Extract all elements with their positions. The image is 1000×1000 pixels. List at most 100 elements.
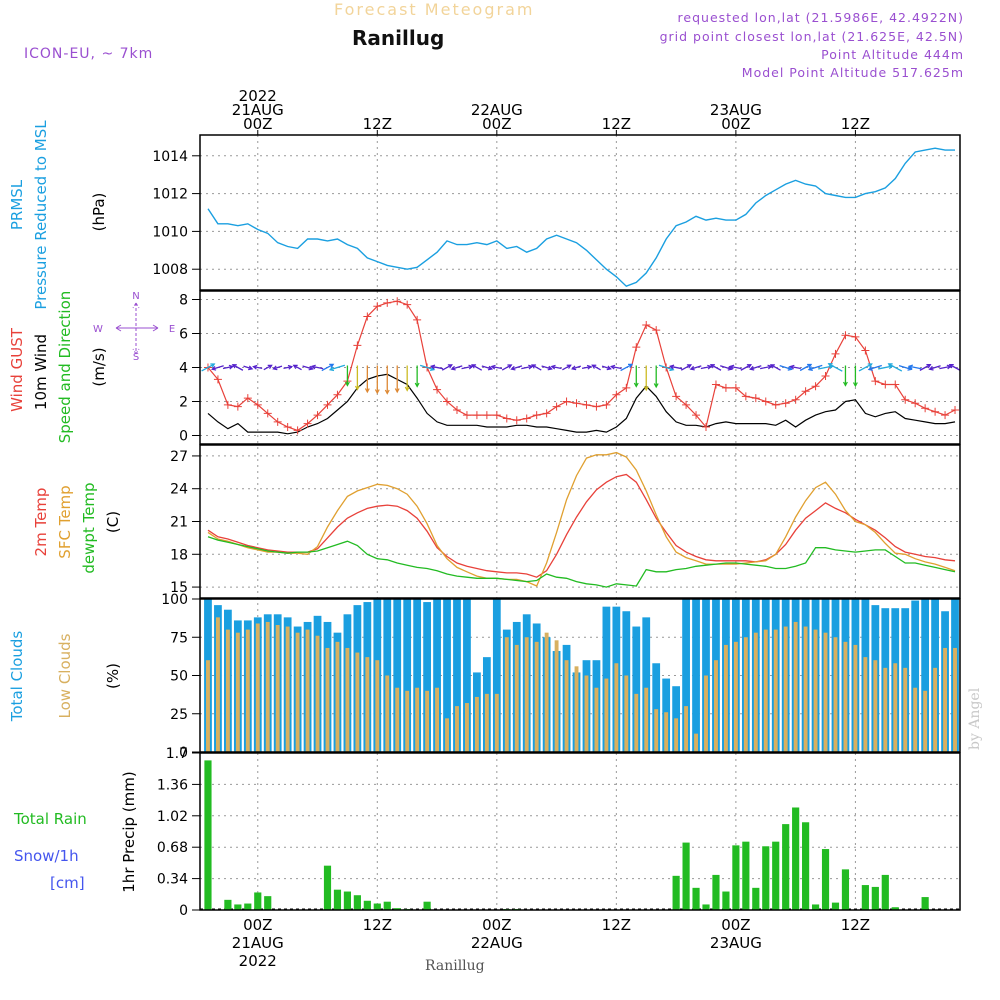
wind-arrow-head <box>707 364 713 370</box>
rain-bar <box>672 875 680 910</box>
gust-marker <box>821 372 830 380</box>
rain-bar <box>254 892 262 910</box>
rain-bar <box>204 760 212 910</box>
low-cloud-bar <box>375 660 380 752</box>
low-cloud-bar <box>783 626 788 752</box>
rain-bar <box>323 865 332 910</box>
wind-direction-arrow <box>790 365 801 370</box>
wind-arrow-head <box>669 364 675 370</box>
wind-direction-arrow <box>572 365 582 370</box>
wind-arrow-head <box>287 364 294 370</box>
low-cloud-bar <box>853 644 858 752</box>
t2m-label: 2m Temp <box>32 488 50 557</box>
rain-bar <box>333 889 342 910</box>
low-cloud-bar <box>953 647 957 752</box>
wind-arrow-head <box>746 364 752 369</box>
wind-arrow-head <box>384 389 390 395</box>
wind-gust-label: Wind GUST <box>8 327 26 412</box>
wind-arrow-head <box>364 388 370 394</box>
low-cloud-bar <box>584 675 589 752</box>
bottom-time-label: 12Z <box>841 916 870 934</box>
wind-arrow-head <box>547 365 553 371</box>
wind-direction-label: Speed and Direction <box>56 291 74 444</box>
low-cloud-bar <box>704 675 708 752</box>
requested-coords: requested lon,lat (21.5986E, 42.4922N) <box>677 10 964 25</box>
rain-bar <box>891 907 899 910</box>
gust-marker <box>612 390 621 399</box>
low-cloud-bar <box>943 647 948 752</box>
wind-arrow-head <box>689 365 695 371</box>
grid-point-coords: grid point closest lon,lat (21.625E, 42.… <box>659 29 964 44</box>
low-cloud-bar <box>723 644 728 752</box>
low-cloud-bar <box>265 621 270 752</box>
gust-marker <box>602 400 611 409</box>
rain-bar <box>811 904 820 910</box>
wind-direction-arrow <box>419 364 435 371</box>
low-cloud-bar <box>315 635 320 752</box>
gust-marker <box>731 383 740 392</box>
wind-direction-arrow <box>521 365 533 370</box>
rain-bar <box>762 846 770 910</box>
total-cloud-bar <box>492 599 501 752</box>
wind-tick-label: 0 <box>179 429 188 445</box>
wind-direction-arrow <box>481 365 493 370</box>
wind-direction-arrow <box>201 363 215 372</box>
gust-marker <box>482 411 491 420</box>
temp-unit-label: (C) <box>104 511 122 533</box>
low-cloud-bar <box>455 706 459 752</box>
low-cloud-bar <box>524 637 529 752</box>
low-cloud-bar <box>823 632 828 752</box>
wind-arrow-head <box>749 365 755 371</box>
temperature-tick-label: 15 <box>170 580 188 596</box>
low-cloud-bar <box>714 660 718 752</box>
low-cloud-bar <box>624 675 629 752</box>
rain-bar <box>423 901 431 910</box>
total-cloud-bar <box>433 599 441 752</box>
gust-marker <box>622 383 631 392</box>
wind-arrow-head <box>686 364 693 369</box>
rain-bar <box>682 842 690 910</box>
temperature-tick-label: 24 <box>170 482 188 498</box>
wind-tick-label: 2 <box>179 395 188 411</box>
pressure-tick-label: 1014 <box>152 149 188 165</box>
text-layer: 1008101010121014024681518212427025507510… <box>8 87 870 970</box>
rain-bar <box>702 904 710 910</box>
gust-marker <box>223 400 232 409</box>
gust-marker <box>861 346 870 355</box>
rain-bar <box>373 903 381 910</box>
gust-marker <box>711 380 720 389</box>
gust-marker <box>592 402 601 411</box>
wind-arrow-head <box>310 364 316 370</box>
rain-bar <box>224 899 232 910</box>
wind-direction-arrow <box>232 364 244 371</box>
low-cloud-bar <box>564 660 569 752</box>
top-time-label: 00Z <box>482 115 511 133</box>
rain-bar <box>353 895 361 910</box>
wind-arrow-head <box>606 365 612 371</box>
wind-arrow-head <box>887 363 893 368</box>
wind-direction-arrow <box>243 365 253 370</box>
gust-marker <box>582 400 591 409</box>
precipitation-tick-label: 1.36 <box>157 777 188 793</box>
total-rain-label: Total Rain <box>13 810 87 828</box>
low-cloud-bar <box>425 690 430 752</box>
total-cloud-bar <box>393 599 402 752</box>
rain-bar <box>383 901 391 910</box>
top-time-label: 00Z <box>721 115 750 133</box>
gust-marker <box>243 394 252 403</box>
gust-marker <box>502 414 511 423</box>
low-cloud-bar <box>793 621 798 752</box>
rain-bar <box>841 869 850 910</box>
wind-arrow-head <box>374 389 380 395</box>
gust-marker <box>891 380 900 389</box>
low-cloud-bar <box>365 657 370 752</box>
wind-arrow-head <box>907 366 913 371</box>
wind-arrow-head <box>807 366 813 371</box>
wind-arrow-head <box>354 385 360 391</box>
gust-marker <box>512 416 521 425</box>
low-cloud-bar <box>305 629 310 752</box>
pressure-line <box>207 147 955 288</box>
low-cloud-bar <box>235 632 240 752</box>
